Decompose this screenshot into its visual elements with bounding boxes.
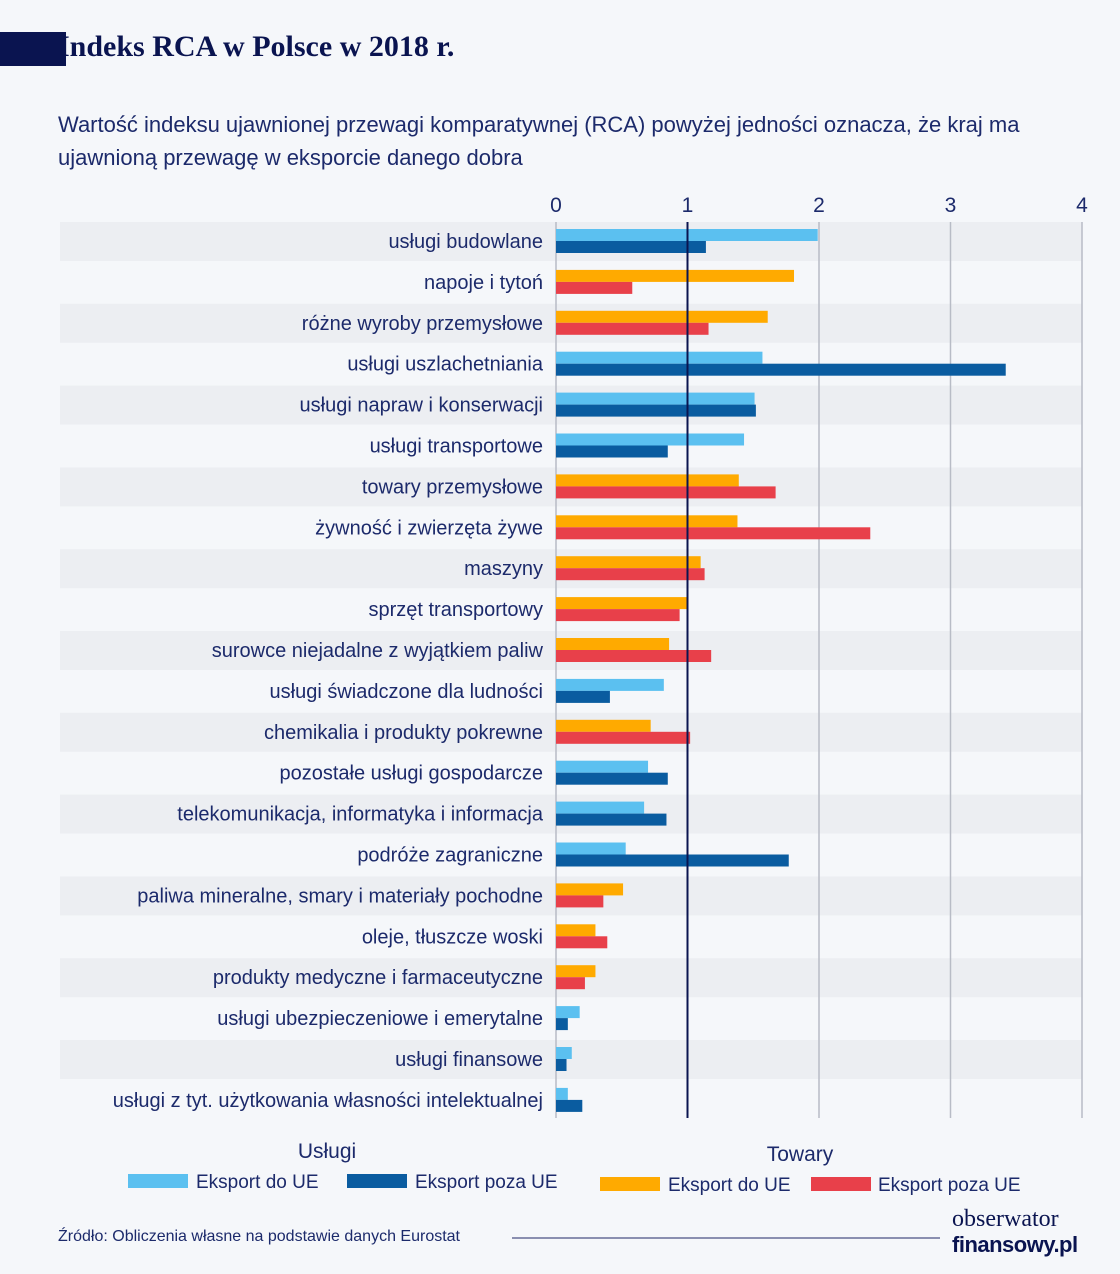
bar-eksport-poza-ue xyxy=(556,404,756,417)
bar-eksport-poza-ue xyxy=(556,281,633,294)
bar-eksport-do-ue xyxy=(556,515,738,528)
category-label: usługi budowlane xyxy=(388,231,543,253)
row-stripe xyxy=(60,1040,1082,1079)
x-tick-label: 3 xyxy=(945,194,957,217)
category-label: usługi świadczone dla ludności xyxy=(270,681,544,703)
category-label: towary przemysłowe xyxy=(362,476,543,498)
category-label: surowce niejadalne z wyjątkiem paliw xyxy=(212,640,544,662)
legend-label: Eksport poza UE xyxy=(878,1175,1021,1196)
bar-eksport-poza-ue xyxy=(556,445,668,458)
legend-group-title: Towary xyxy=(767,1143,834,1166)
bar-eksport-do-ue xyxy=(556,1047,572,1059)
bar-eksport-do-ue xyxy=(556,1006,580,1019)
bar-eksport-do-ue xyxy=(556,474,739,487)
bar-eksport-poza-ue xyxy=(556,1018,568,1031)
bar-eksport-do-ue xyxy=(556,351,763,364)
category-label: usługi napraw i konserwacji xyxy=(300,395,543,417)
bar-eksport-do-ue xyxy=(556,924,596,937)
bar-eksport-do-ue xyxy=(556,965,596,978)
category-label: usługi uszlachetniania xyxy=(347,354,544,376)
category-label: różne wyroby przemysłowe xyxy=(302,313,543,335)
bar-eksport-poza-ue xyxy=(556,486,776,499)
bar-eksport-poza-ue xyxy=(556,363,1006,376)
category-label: chemikalia i produkty pokrewne xyxy=(264,722,543,744)
bar-eksport-poza-ue xyxy=(556,1099,583,1112)
logo-line-2: finansowy.pl xyxy=(952,1232,1078,1257)
category-label: napoje i tytoń xyxy=(424,272,543,294)
bar-eksport-do-ue xyxy=(556,392,755,405)
bar-eksport-poza-ue xyxy=(556,1059,567,1071)
bar-eksport-poza-ue xyxy=(556,731,691,744)
category-label: usługi finansowe xyxy=(395,1049,543,1071)
category-label: paliwa mineralne, smary i materiały poch… xyxy=(137,885,543,907)
bar-eksport-poza-ue xyxy=(556,568,705,581)
source-note: Źródło: Obliczenia własne na podstawie d… xyxy=(58,1228,460,1245)
bar-eksport-poza-ue xyxy=(556,690,610,703)
bar-eksport-poza-ue xyxy=(556,241,706,253)
legend-swatch xyxy=(347,1174,407,1188)
category-label: podróże zagraniczne xyxy=(357,845,543,867)
bar-eksport-poza-ue xyxy=(556,895,604,908)
bar-eksport-poza-ue xyxy=(556,977,585,990)
category-label: pozostałe usługi gospodarcze xyxy=(279,763,543,785)
bar-eksport-poza-ue xyxy=(556,854,789,867)
title-accent xyxy=(0,32,66,66)
legend-swatch xyxy=(128,1174,188,1188)
bar-eksport-poza-ue xyxy=(556,527,871,540)
legend-swatch xyxy=(811,1177,871,1191)
bar-eksport-poza-ue xyxy=(556,772,668,785)
bar-eksport-poza-ue xyxy=(556,650,712,662)
bar-eksport-do-ue xyxy=(556,597,688,610)
legend-label: Eksport poza UE xyxy=(415,1172,558,1193)
divider xyxy=(512,1237,940,1239)
x-tick-label: 2 xyxy=(813,194,825,217)
bar-eksport-do-ue xyxy=(556,719,651,732)
category-label: usługi transportowe xyxy=(370,436,543,458)
legend-label: Eksport do UE xyxy=(196,1172,319,1193)
legend-group-title: Usługi xyxy=(298,1140,356,1163)
category-label: sprzęt transportowy xyxy=(368,599,543,621)
bar-eksport-do-ue xyxy=(556,883,624,896)
category-label: usługi z tyt. użytkowania własności inte… xyxy=(113,1090,543,1112)
logo-line-1: obserwator xyxy=(952,1206,1059,1232)
x-tick-label: 1 xyxy=(682,194,694,217)
category-label: telekomunikacja, informatyka i informacj… xyxy=(177,804,544,826)
category-label: usługi ubezpieczeniowe i emerytalne xyxy=(217,1008,543,1030)
bar-eksport-do-ue xyxy=(556,678,664,691)
bar-eksport-do-ue xyxy=(556,638,670,650)
logo: obserwator finansowy.pl xyxy=(952,1206,1078,1258)
category-label: maszyny xyxy=(464,558,543,580)
subtitle: Wartość indeksu ujawnionej przewagi komp… xyxy=(58,112,1020,170)
bar-eksport-do-ue xyxy=(556,310,768,323)
x-tick-label: 4 xyxy=(1076,194,1088,217)
bar-eksport-do-ue xyxy=(556,842,626,855)
bar-eksport-do-ue xyxy=(556,269,795,282)
bar-eksport-do-ue xyxy=(556,556,701,569)
bar-eksport-do-ue xyxy=(556,801,645,814)
page-title: Indeks RCA w Polsce w 2018 r. xyxy=(58,30,455,63)
bar-eksport-poza-ue xyxy=(556,609,680,622)
category-label: produkty medyczne i farmaceutyczne xyxy=(213,967,543,989)
bar-eksport-poza-ue xyxy=(556,813,667,826)
bar-eksport-poza-ue xyxy=(556,936,608,949)
bar-eksport-do-ue xyxy=(556,760,649,773)
bar-eksport-do-ue xyxy=(556,433,745,446)
category-label: oleje, tłuszcze woski xyxy=(362,926,543,948)
x-tick-label: 0 xyxy=(550,194,562,217)
legend-swatch xyxy=(600,1177,660,1191)
bar-eksport-do-ue xyxy=(556,1087,568,1100)
bar-eksport-poza-ue xyxy=(556,322,709,335)
legend-label: Eksport do UE xyxy=(668,1175,791,1196)
category-label: żywność i zwierzęta żywe xyxy=(315,517,543,539)
